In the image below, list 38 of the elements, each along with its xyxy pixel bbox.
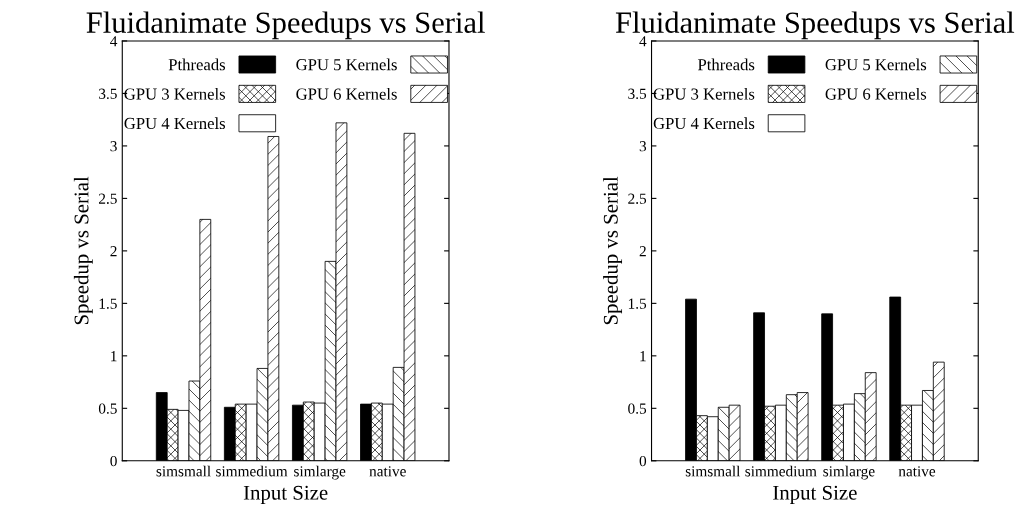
- x-tick-label: simsmall: [156, 465, 211, 477]
- legend-label: GPU 4 Kernels: [653, 117, 755, 130]
- legend-label: GPU 5 Kernels: [825, 58, 927, 71]
- y-tick-label: 0: [639, 455, 647, 467]
- x-tick-label: simlarge: [823, 465, 875, 480]
- y-axis-title: Speedup vs Serial: [73, 176, 93, 325]
- legend-label: GPU 4 Kernels: [124, 117, 226, 130]
- legend-label: GPU 6 Kernels: [296, 87, 397, 100]
- legend-label: Pthreads: [697, 58, 755, 71]
- y-tick-label: 2: [639, 246, 646, 257]
- x-tick-label: simmedium: [745, 465, 817, 477]
- y-tick-label: 2.5: [628, 193, 647, 204]
- x-tick-label: simmedium: [216, 465, 288, 477]
- y-tick-label: 1: [111, 351, 117, 362]
- y-tick-label: 3: [639, 141, 647, 152]
- y-tick-label: 1: [640, 351, 646, 362]
- x-axis-title: Input Size: [243, 485, 328, 505]
- x-axis-title: Input Size: [773, 485, 857, 505]
- legend-label: Pthreads: [168, 58, 226, 71]
- y-tick-label: 1.5: [99, 298, 117, 309]
- legend-label: GPU 5 Kernels: [296, 58, 397, 71]
- y-tick-label: 3.5: [628, 88, 647, 99]
- legend-label: GPU 6 Kernels: [825, 87, 927, 100]
- y-tick-label: 1.5: [628, 298, 647, 309]
- y-tick-label: 3.5: [99, 88, 117, 99]
- y-tick-label: 0.5: [628, 403, 647, 414]
- y-tick-label: 3: [110, 141, 117, 152]
- x-tick-label: simlarge: [294, 465, 346, 480]
- y-tick-label: 2: [110, 246, 117, 257]
- y-axis-title: Speedup vs Serial: [603, 176, 623, 325]
- x-tick-label: simsmall: [685, 465, 741, 477]
- x-tick-label: native: [369, 466, 406, 477]
- y-tick-label: 0.5: [98, 403, 117, 414]
- x-tick-label: native: [898, 466, 936, 477]
- legend-label: GPU 3 Kernels: [124, 87, 226, 100]
- y-tick-label: 2.5: [98, 193, 117, 204]
- legend-label: GPU 3 Kernels: [653, 87, 755, 100]
- y-tick-label: 0: [110, 455, 117, 467]
